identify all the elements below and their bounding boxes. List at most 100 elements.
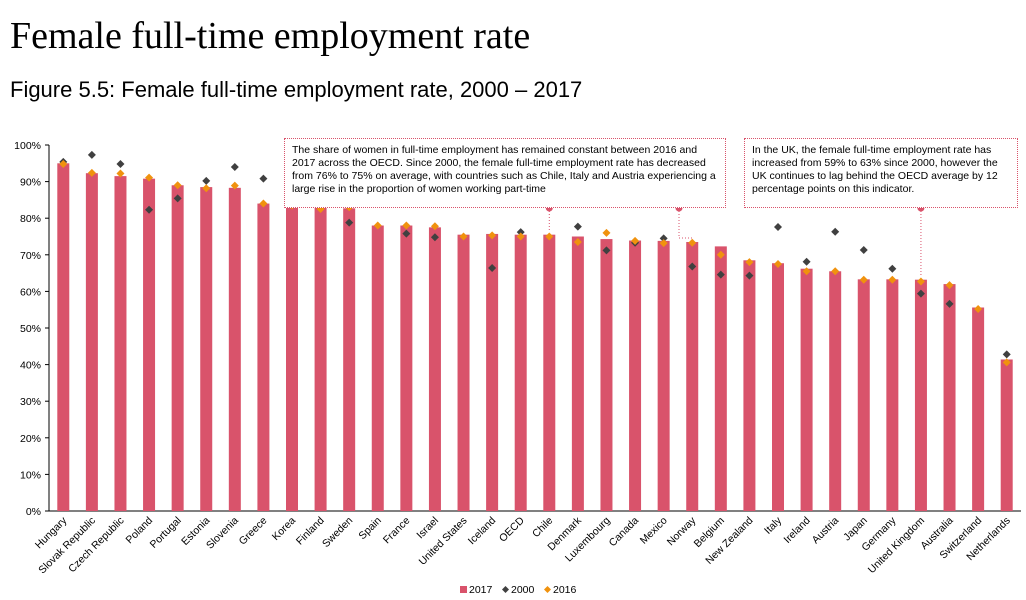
legend-swatch-2000	[502, 586, 509, 593]
y-tick-label: 60%	[20, 286, 41, 298]
x-tick-label: Mexico	[638, 515, 670, 547]
marker-2016	[745, 258, 754, 267]
bar-2017	[457, 234, 470, 512]
x-tick-label: Austria	[810, 515, 842, 547]
x-tick-label: Portugal	[148, 515, 184, 551]
y-tick-label: 80%	[20, 213, 41, 225]
annotation-leader	[678, 208, 693, 239]
marker-2016	[688, 238, 697, 247]
marker-2016	[1002, 358, 1011, 367]
marker-2000	[774, 222, 782, 231]
marker-2000	[259, 174, 268, 183]
y-tick-label: 20%	[20, 433, 41, 445]
bar-2017	[743, 260, 756, 511]
marker-2016	[145, 173, 154, 182]
marker-2000	[202, 176, 211, 185]
bar-2017	[714, 246, 727, 511]
marker-2000	[402, 229, 411, 238]
legend-label-2016: 2016	[553, 584, 577, 596]
bar-2017	[886, 279, 899, 511]
marker-2000	[145, 205, 154, 214]
x-tick-label: Sweden	[320, 515, 355, 550]
marker-2016	[116, 169, 125, 178]
marker-2000	[430, 233, 439, 242]
marker-2016	[802, 267, 811, 276]
annotation-oecd: The share of women in full-time employme…	[284, 138, 726, 208]
marker-2016	[916, 277, 925, 286]
marker-2016	[659, 239, 668, 248]
bar-2017	[972, 307, 985, 511]
marker-2016	[831, 267, 840, 276]
bar-2017	[486, 233, 499, 512]
bar-2017	[686, 241, 699, 512]
legend-swatch-2016	[544, 586, 551, 593]
bar-2017	[829, 271, 842, 511]
bar-2017	[514, 234, 527, 512]
bar-2017	[85, 173, 98, 511]
marker-2016	[573, 237, 582, 246]
marker-2016	[945, 281, 954, 290]
marker-2000	[945, 299, 954, 308]
bar-2017	[286, 205, 298, 511]
bar-2017	[857, 279, 870, 511]
marker-2000	[230, 162, 239, 171]
bar-2017	[914, 279, 927, 511]
marker-2016	[545, 232, 554, 241]
marker-2000	[916, 289, 925, 298]
marker-2000	[659, 234, 668, 243]
x-tick-label: OECD	[497, 514, 527, 544]
marker-2016	[430, 222, 439, 231]
marker-2000	[173, 194, 182, 203]
bar-2017	[343, 208, 356, 511]
marker-2000	[1002, 350, 1011, 359]
y-tick-label: 90%	[20, 177, 41, 189]
x-tick-label: Israel	[414, 515, 441, 542]
y-tick-label: 50%	[20, 323, 41, 335]
marker-2000	[345, 218, 354, 227]
bar-2017	[600, 239, 613, 511]
marker-2016	[774, 259, 782, 268]
legend-label-2017: 2017	[469, 584, 493, 596]
bar-2017	[571, 236, 584, 511]
y-tick-label: 0%	[26, 506, 41, 518]
marker-2016	[631, 236, 640, 245]
marker-2016	[859, 275, 868, 284]
bar-2017	[228, 187, 241, 511]
marker-2016	[602, 228, 611, 237]
marker-2000	[688, 262, 697, 271]
x-tick-label: France	[381, 515, 413, 547]
bar-2017	[428, 227, 441, 511]
marker-2016	[974, 304, 983, 313]
bar-2017	[943, 284, 956, 511]
marker-2000	[573, 222, 582, 231]
marker-2016	[488, 231, 497, 240]
bar-2017	[143, 178, 156, 511]
x-tick-label: Italy	[762, 514, 785, 537]
bar-2017	[400, 225, 413, 511]
marker-2000	[516, 228, 525, 237]
marker-2000	[602, 246, 611, 255]
marker-2016	[59, 160, 68, 169]
y-tick-label: 100%	[14, 140, 41, 152]
marker-2000	[802, 257, 811, 266]
bar-2017	[57, 163, 70, 512]
marker-2016	[230, 181, 239, 190]
marker-2000	[745, 271, 754, 280]
marker-2016	[202, 184, 211, 193]
bar-2017	[114, 176, 127, 512]
x-tick-label: Chile	[530, 515, 556, 541]
marker-2016	[888, 275, 897, 284]
marker-2016	[716, 250, 725, 259]
bar-2017	[772, 263, 784, 511]
x-tick-label: Greece	[237, 515, 270, 548]
annotation-uk: In the UK, the female full-time employme…	[744, 138, 1018, 208]
marker-2000	[859, 246, 868, 255]
x-tick-label: Canada	[607, 515, 642, 550]
bar-2017	[200, 187, 213, 511]
x-tick-label: Ireland	[782, 515, 813, 546]
figure-subtitle: Figure 5.5: Female full-time employment …	[10, 77, 583, 102]
bar-2017	[371, 225, 384, 511]
y-tick-label: 30%	[20, 396, 41, 408]
y-tick-label: 70%	[20, 250, 41, 262]
